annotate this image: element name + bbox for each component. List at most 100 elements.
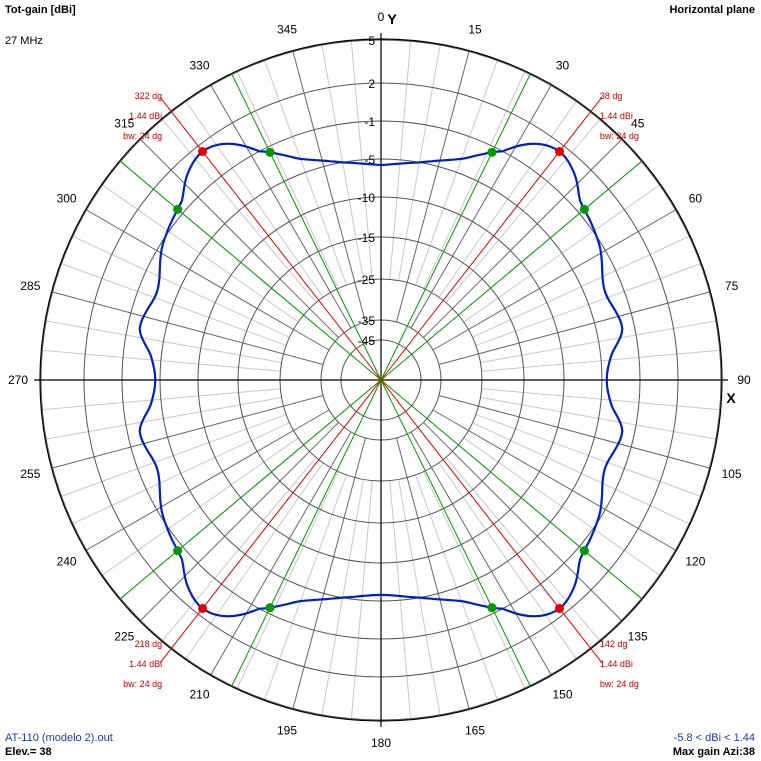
major-spoke — [410, 431, 552, 676]
major-spoke — [139, 138, 339, 338]
angle-tick-label: 75 — [725, 279, 739, 293]
angle-tick-labels: 0153045607590105120135150165180195210225… — [8, 10, 751, 750]
angle-tick-label: 270 — [8, 373, 28, 387]
major-spoke — [423, 422, 623, 622]
halfpower-marker — [265, 147, 275, 157]
radial-tick-label: -5 — [364, 153, 375, 167]
radial-tick-label: -25 — [358, 273, 376, 287]
radial-tick-label: 2 — [368, 77, 375, 91]
angle-tick-label: 60 — [689, 192, 703, 206]
angle-tick-label: 225 — [114, 630, 134, 644]
plane-label: Horizontal plane — [669, 4, 755, 16]
lobe-label: bw: 24 dg — [600, 679, 639, 689]
angle-tick-label: 120 — [685, 555, 705, 569]
max-gain-line — [159, 96, 382, 381]
max-gain-label: Max gain Azi:38 — [672, 746, 755, 758]
lobe-label: 218 dg — [135, 639, 163, 649]
major-spoke — [139, 422, 339, 622]
angle-tick-label: 210 — [189, 687, 209, 701]
pattern-group — [138, 142, 624, 618]
radial-tick-label: 5 — [368, 34, 375, 48]
lobe-label: 38 dg — [600, 91, 623, 101]
lobe-label: 1.44 dBi — [600, 111, 633, 121]
frequency-label: 27 MHz — [5, 35, 43, 47]
center-marker — [377, 376, 385, 384]
lobe-label: 142 dg — [600, 639, 628, 649]
lobe-label: bw: 24 dg — [123, 131, 162, 141]
lobe-label: 322 dg — [135, 91, 163, 101]
x-axis-label: X — [726, 390, 736, 406]
radial-tick-labels: 5 2 -1 -5 -10 -15 -25 -35 -45 — [358, 34, 376, 348]
max-gain-marker — [554, 603, 564, 613]
lobe-label: 1.44 dBi — [129, 659, 162, 669]
major-spoke — [432, 409, 677, 551]
halfpower-marker — [487, 603, 497, 613]
radial-tick-label: -45 — [358, 334, 376, 348]
halfpower-line — [380, 160, 643, 381]
max-gain-marker — [554, 147, 564, 157]
angle-tick-label: 135 — [628, 630, 648, 644]
halfpower-line — [231, 73, 382, 381]
lobe-labels: 38 dg 1.44 dBi bw: 24 dg 142 dg 1.44 dBi bw: … — [123, 91, 639, 689]
lobe-label: bw: 24 dg — [123, 679, 162, 689]
lobe-label: 1.44 dBi — [129, 111, 162, 121]
max-gain-line — [380, 379, 603, 664]
angle-tick-label: 165 — [465, 724, 485, 738]
pattern-curve — [138, 142, 624, 618]
halfpower-line — [231, 379, 382, 687]
file-name: AT-110 (modelo 2).out — [5, 732, 113, 744]
halfpower-line — [380, 379, 643, 600]
angle-tick-label: 15 — [468, 22, 482, 36]
major-spoke — [410, 84, 552, 329]
radial-tick-label: -1 — [364, 115, 375, 129]
major-spoke — [51, 291, 324, 365]
major-spoke — [438, 291, 711, 365]
major-spoke — [210, 84, 352, 329]
lobe-lines — [119, 73, 643, 687]
angle-tick-label: 105 — [722, 467, 742, 481]
angle-tick-label: 285 — [20, 279, 40, 293]
angle-tick-label: 345 — [277, 22, 297, 36]
major-spoke — [292, 437, 366, 710]
angle-tick-label: 195 — [277, 724, 297, 738]
major-spoke — [85, 209, 330, 351]
major-spoke — [292, 50, 366, 323]
angle-tick-label: 45 — [631, 116, 645, 130]
angle-tick-label: 180 — [371, 736, 391, 750]
halfpower-marker — [487, 147, 497, 157]
radial-tick-label: -35 — [358, 314, 376, 328]
lobe-label: bw: 24 dg — [600, 131, 639, 141]
angle-tick-label: 300 — [57, 192, 77, 206]
max-gain-line — [380, 96, 603, 381]
halfpower-line — [380, 379, 531, 687]
major-spoke — [438, 395, 711, 469]
major-spoke — [423, 138, 623, 338]
angle-tick-label: 0 — [378, 10, 385, 24]
major-spoke — [51, 395, 324, 469]
halfpower-marker — [173, 546, 183, 556]
markers-group — [173, 147, 589, 613]
major-spoke — [432, 209, 677, 351]
halfpower-line — [119, 160, 382, 381]
radial-tick-label: -15 — [358, 231, 376, 245]
angle-tick-label: 150 — [552, 687, 572, 701]
max-gain-marker — [198, 147, 208, 157]
halfpower-line — [380, 73, 531, 381]
major-spoke — [396, 437, 470, 710]
halfpower-marker — [579, 204, 589, 214]
y-axis-label: Y — [387, 11, 397, 27]
major-spoke — [85, 409, 330, 551]
halfpower-marker — [579, 546, 589, 556]
major-spoke — [210, 431, 352, 676]
gain-range: -5.8 < dBi < 1.44 — [673, 732, 755, 744]
angle-tick-label: 330 — [189, 59, 209, 73]
halfpower-line — [119, 379, 382, 600]
halfpower-marker — [173, 204, 183, 214]
angle-tick-label: 315 — [114, 116, 134, 130]
angle-tick-label: 255 — [20, 467, 40, 481]
max-gain-line — [159, 379, 382, 664]
angle-tick-label: 30 — [556, 59, 570, 73]
chart-title: Tot-gain [dBi] — [5, 4, 76, 16]
lobe-label: 1.44 dBi — [600, 659, 633, 669]
